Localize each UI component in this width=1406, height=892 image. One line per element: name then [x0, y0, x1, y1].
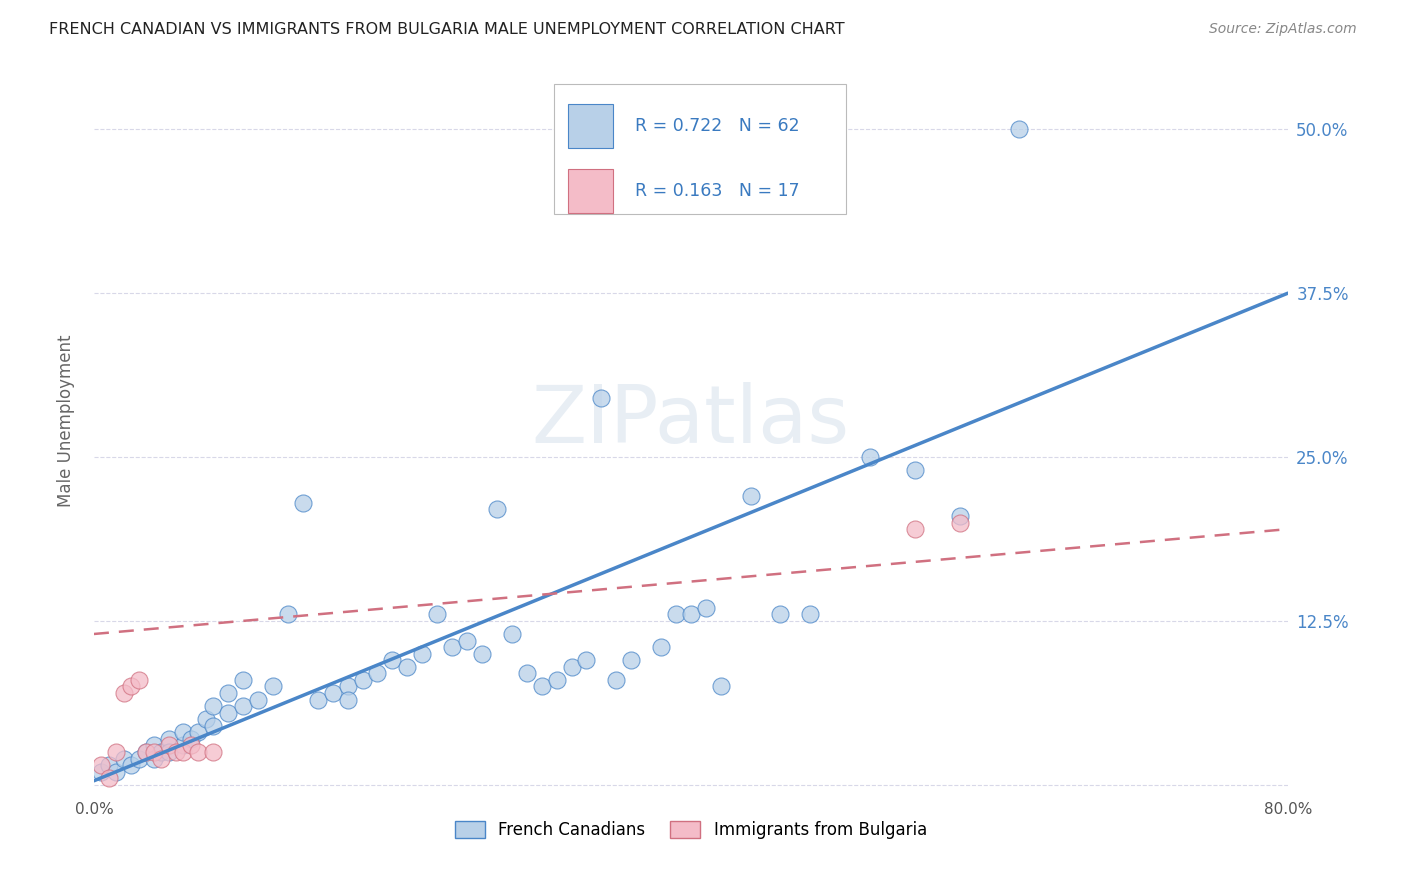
Point: [516, 666, 538, 681]
Point: [695, 600, 717, 615]
Point: [277, 607, 299, 622]
Point: [217, 706, 239, 720]
Point: [172, 725, 194, 739]
Point: [194, 712, 217, 726]
Point: [679, 607, 702, 622]
Point: [142, 751, 165, 765]
Point: [142, 739, 165, 753]
Point: [165, 745, 187, 759]
Point: [336, 692, 359, 706]
FancyBboxPatch shape: [568, 103, 613, 148]
Point: [157, 739, 180, 753]
Point: [202, 699, 225, 714]
Point: [471, 647, 494, 661]
Point: [90, 758, 112, 772]
Point: [575, 653, 598, 667]
Point: [591, 391, 613, 405]
Point: [180, 739, 202, 753]
Point: [105, 764, 128, 779]
Point: [560, 659, 582, 673]
Point: [456, 633, 478, 648]
FancyBboxPatch shape: [568, 169, 613, 213]
Point: [120, 758, 142, 772]
Point: [859, 450, 882, 464]
Point: [650, 640, 672, 654]
Point: [180, 731, 202, 746]
Point: [441, 640, 464, 654]
Text: FRENCH CANADIAN VS IMMIGRANTS FROM BULGARIA MALE UNEMPLOYMENT CORRELATION CHART: FRENCH CANADIAN VS IMMIGRANTS FROM BULGA…: [49, 22, 845, 37]
Point: [381, 653, 404, 667]
Point: [530, 680, 553, 694]
Point: [411, 647, 433, 661]
Point: [232, 699, 254, 714]
Point: [665, 607, 688, 622]
Point: [799, 607, 821, 622]
Point: [172, 745, 194, 759]
Point: [769, 607, 792, 622]
Point: [247, 692, 270, 706]
Point: [202, 745, 225, 759]
Point: [904, 463, 927, 477]
Point: [187, 725, 209, 739]
Point: [1008, 122, 1031, 136]
Point: [172, 739, 194, 753]
Point: [128, 673, 150, 687]
Point: [187, 745, 209, 759]
Point: [620, 653, 643, 667]
Point: [501, 627, 523, 641]
Point: [948, 508, 970, 523]
Point: [262, 680, 284, 694]
Point: [605, 673, 627, 687]
Text: R = 0.163   N = 17: R = 0.163 N = 17: [634, 182, 800, 200]
Point: [948, 516, 970, 530]
Point: [90, 764, 112, 779]
Text: ZIPatlas: ZIPatlas: [531, 382, 851, 460]
Point: [112, 751, 135, 765]
Point: [322, 686, 344, 700]
Point: [546, 673, 568, 687]
Point: [740, 489, 762, 503]
Point: [157, 731, 180, 746]
Text: R = 0.722   N = 62: R = 0.722 N = 62: [634, 117, 800, 135]
Point: [157, 745, 180, 759]
Point: [105, 745, 128, 759]
Point: [120, 680, 142, 694]
Point: [135, 745, 157, 759]
Point: [710, 680, 733, 694]
Point: [128, 751, 150, 765]
Point: [366, 666, 388, 681]
Point: [307, 692, 329, 706]
Point: [485, 502, 508, 516]
Legend: French Canadians, Immigrants from Bulgaria: French Canadians, Immigrants from Bulgar…: [449, 814, 934, 846]
Point: [336, 680, 359, 694]
Point: [232, 673, 254, 687]
Point: [135, 745, 157, 759]
Point: [396, 659, 419, 673]
Point: [217, 686, 239, 700]
Point: [150, 745, 173, 759]
Point: [291, 496, 314, 510]
Point: [97, 758, 120, 772]
Point: [112, 686, 135, 700]
Point: [202, 719, 225, 733]
Point: [904, 522, 927, 536]
Point: [352, 673, 374, 687]
Point: [142, 745, 165, 759]
Point: [150, 751, 173, 765]
Text: Source: ZipAtlas.com: Source: ZipAtlas.com: [1209, 22, 1357, 37]
Y-axis label: Male Unemployment: Male Unemployment: [58, 334, 75, 508]
Point: [97, 771, 120, 785]
Point: [426, 607, 449, 622]
FancyBboxPatch shape: [554, 84, 846, 213]
